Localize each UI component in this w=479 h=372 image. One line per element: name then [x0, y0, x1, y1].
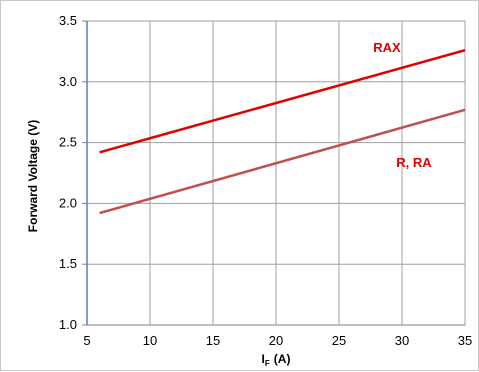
y-tick-label: 1.5 — [59, 256, 77, 271]
x-tick-label: 30 — [395, 333, 409, 348]
x-axis-title-subscript: F — [265, 359, 270, 368]
x-tick-labels: 5 10 15 20 25 30 35 — [83, 333, 472, 348]
x-tick-label: 5 — [83, 333, 90, 348]
axes — [82, 20, 466, 326]
series-lines — [99, 48, 466, 215]
series-label-rax: RAX — [373, 40, 401, 55]
x-axis-title-unit: (A) — [274, 352, 291, 366]
y-tick-label: 2.0 — [59, 195, 77, 210]
y-tick-label: 1.0 — [59, 317, 77, 332]
series-label-r-ra: R, RA — [396, 155, 432, 170]
x-tick-label: 35 — [458, 333, 472, 348]
series-line-r-ra — [99, 108, 466, 215]
x-tick-label: 15 — [206, 333, 220, 348]
y-tick-label: 3.0 — [59, 74, 77, 89]
y-tick-label: 3.5 — [59, 13, 77, 28]
x-axis-title-main: I — [262, 352, 265, 366]
x-axis-title: IF (A) — [262, 352, 291, 368]
x-tick-label: 10 — [143, 333, 157, 348]
series-annotations: RAX R, RA — [373, 40, 432, 170]
y-tick-labels: 1.0 1.5 2.0 2.5 3.0 3.5 — [59, 13, 77, 332]
x-tick-label: 25 — [332, 333, 346, 348]
y-tick-label: 2.5 — [59, 135, 77, 150]
series-line-rax — [99, 48, 466, 154]
y-axis-title: Forward Voltage (V) — [26, 120, 40, 232]
x-tick-label: 20 — [269, 333, 283, 348]
